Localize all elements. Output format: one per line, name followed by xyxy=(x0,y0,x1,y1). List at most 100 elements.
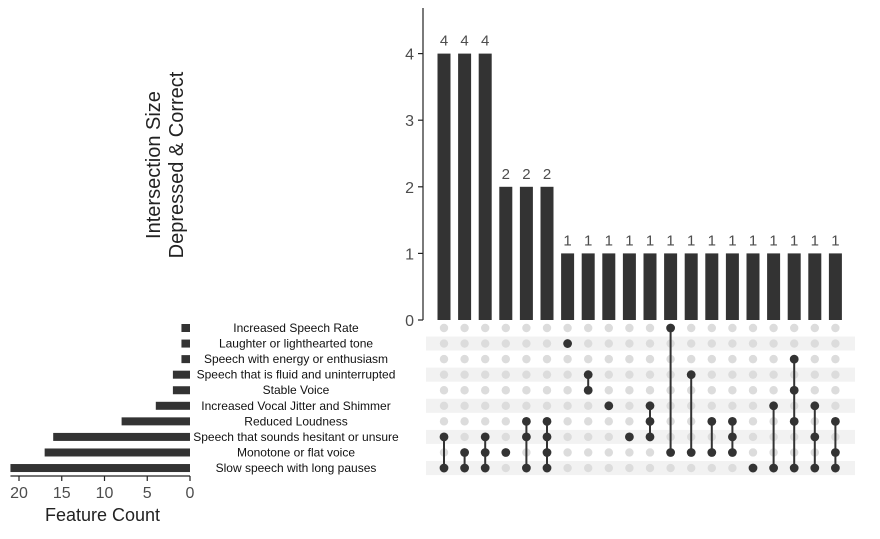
matrix-dot-inactive xyxy=(625,463,634,473)
matrix-dot-inactive xyxy=(501,339,510,348)
matrix-dot-active xyxy=(522,432,531,442)
matrix-dot-inactive xyxy=(831,370,840,379)
matrix-dot-inactive xyxy=(707,339,716,348)
matrix-dot-active xyxy=(460,463,469,473)
matrix-dot-inactive xyxy=(439,323,449,333)
matrix-dot-inactive xyxy=(687,323,696,333)
set-label: Increased Speech Rate xyxy=(233,321,359,335)
matrix-dot-inactive xyxy=(645,323,655,333)
set-size-bar xyxy=(121,417,190,426)
matrix-dot-active xyxy=(686,370,696,380)
matrix-dot-active xyxy=(789,385,799,395)
matrix-dot-inactive xyxy=(604,386,613,395)
intersection-bar xyxy=(540,186,554,320)
intersection-bar xyxy=(622,253,636,320)
intersection-bar-label: 1 xyxy=(563,232,571,249)
intersection-bar xyxy=(725,253,739,320)
matrix-dot-inactive xyxy=(831,323,840,333)
matrix-dot-active xyxy=(460,448,469,457)
matrix-dot-inactive xyxy=(831,386,840,395)
set-size-bar xyxy=(10,464,191,473)
matrix-dot-inactive xyxy=(542,354,552,364)
matrix-dot-inactive xyxy=(625,354,634,364)
matrix-dot-active xyxy=(439,432,449,442)
set-size-x-tick-label: 5 xyxy=(143,485,152,502)
matrix-stripe xyxy=(426,461,855,476)
matrix-dot-inactive xyxy=(831,354,840,364)
matrix-dot-inactive xyxy=(707,323,716,333)
matrix-dot-active xyxy=(831,416,840,426)
matrix-dot-inactive xyxy=(707,463,716,473)
matrix-dot-active xyxy=(542,448,552,457)
matrix-dot-active xyxy=(563,339,572,348)
set-label: Stable Voice xyxy=(263,383,330,397)
matrix-dot-inactive xyxy=(645,370,655,379)
intersection-bar xyxy=(684,253,698,320)
matrix-dot-inactive xyxy=(563,370,572,379)
intersection-bar xyxy=(664,253,678,320)
intersection-bar-label: 1 xyxy=(769,232,777,249)
matrix-dot-active xyxy=(604,401,614,411)
matrix-dot-inactive xyxy=(831,401,840,410)
set-label: Slow speech with long pauses xyxy=(216,461,377,475)
matrix-dot-inactive xyxy=(584,354,593,364)
matrix-dot-inactive xyxy=(604,354,613,364)
intersection-bar xyxy=(828,253,842,320)
matrix-dot-inactive xyxy=(810,370,819,379)
set-size-bar xyxy=(181,355,190,364)
intersection-bar-label: 4 xyxy=(481,33,489,50)
matrix-dot-active xyxy=(439,463,449,473)
matrix-stripe xyxy=(426,367,855,382)
matrix-dot-active xyxy=(810,432,820,442)
matrix-dot-inactive xyxy=(810,386,819,395)
matrix-dot-active xyxy=(707,416,717,426)
matrix-dot-active xyxy=(686,448,696,457)
set-label: Monotone or flat voice xyxy=(237,445,355,459)
intersection-bar-label: 2 xyxy=(543,166,551,183)
intersection-y-tick-label: 4 xyxy=(405,47,414,64)
matrix-dot-inactive xyxy=(748,323,758,333)
matrix-dot-inactive xyxy=(748,339,758,348)
matrix-dot-inactive xyxy=(625,417,634,426)
y-label-line-2: Depressed & Correct xyxy=(166,71,188,259)
matrix-dot-inactive xyxy=(625,448,634,457)
intersection-bar xyxy=(746,253,760,320)
matrix-dot-inactive xyxy=(687,354,696,364)
matrix-dot-inactive xyxy=(604,448,613,457)
matrix-dot-inactive xyxy=(728,339,737,348)
intersection-bar xyxy=(499,186,513,320)
matrix-dot-active xyxy=(480,463,490,473)
matrix-dot-inactive xyxy=(604,463,613,473)
matrix-dot-active xyxy=(666,448,675,457)
matrix-dot-inactive xyxy=(481,386,490,395)
matrix-dot-inactive xyxy=(439,354,449,364)
intersection-bar-label: 1 xyxy=(831,232,839,249)
matrix-dot-inactive xyxy=(522,370,531,379)
matrix-dot-inactive xyxy=(439,370,449,379)
matrix-dot-inactive xyxy=(481,370,490,379)
matrix-dot-inactive xyxy=(728,386,737,395)
set-size-bar xyxy=(181,339,190,348)
matrix-dot-inactive xyxy=(687,339,696,348)
intersection-bar xyxy=(581,253,595,320)
matrix-dot-active xyxy=(522,463,531,473)
matrix-dot-active xyxy=(542,432,552,442)
set-size-x-tick-label: 0 xyxy=(186,485,195,502)
matrix-dot-inactive xyxy=(748,432,758,442)
matrix-dot-active xyxy=(728,416,737,426)
intersection-bar xyxy=(787,253,801,320)
intersection-bar xyxy=(458,53,472,320)
matrix-dot-inactive xyxy=(769,323,778,333)
matrix-dot-active xyxy=(666,323,675,333)
matrix-dot-inactive xyxy=(501,463,510,473)
matrix-dot-inactive xyxy=(563,386,572,395)
matrix-dot-inactive xyxy=(542,323,552,333)
matrix-dot-inactive xyxy=(748,448,758,457)
set-label: Reduced Loudness xyxy=(244,414,347,428)
matrix-dot-inactive xyxy=(501,432,510,442)
matrix-dot-inactive xyxy=(439,401,449,410)
matrix-dot-inactive xyxy=(831,339,840,348)
matrix-dot-inactive xyxy=(625,323,634,333)
set-size-bar xyxy=(53,432,191,441)
matrix-dot-inactive xyxy=(542,386,552,395)
